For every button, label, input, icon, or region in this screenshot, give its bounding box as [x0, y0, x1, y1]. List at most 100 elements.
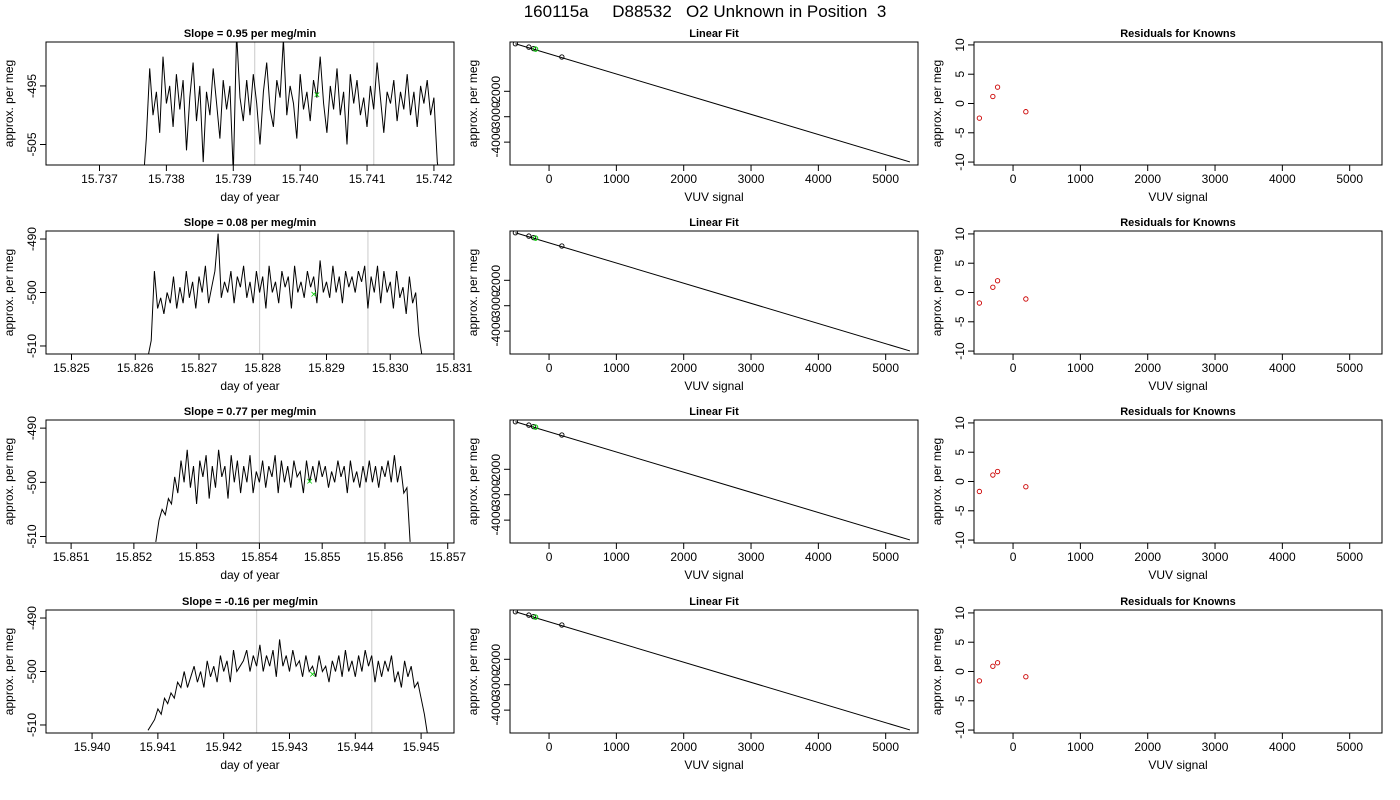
y-tick-label: -4000 [489, 504, 503, 535]
x-tick-label: 1000 [1067, 172, 1094, 186]
y-tick-label: -10 [953, 342, 967, 360]
y-tick-label: 10 [953, 38, 967, 52]
y-axis-label: approx. per meg [2, 60, 16, 147]
x-tick-label: 4000 [805, 172, 832, 186]
plot-frame [509, 41, 919, 166]
known-point [559, 54, 565, 60]
y-tick-label: -4000 [489, 315, 503, 346]
x-tick-label: 15.830 [372, 361, 409, 375]
y-tick-label: -10 [953, 153, 967, 171]
x-tick-label: 15.739 [215, 172, 252, 186]
plot-area: × [143, 42, 439, 165]
plot-area [976, 468, 1029, 495]
y-tick-label: -500 [25, 659, 39, 683]
known-point [512, 231, 519, 236]
unknown-point [532, 46, 539, 52]
x-tick-label: 4000 [805, 550, 832, 564]
y-axis-label: approx. per meg [930, 628, 944, 715]
x-tick-label: 5000 [1336, 361, 1363, 375]
x-axis-label: day of year [220, 379, 279, 393]
residual-point [994, 468, 1001, 475]
panel-title: Residuals for Knowns [1120, 596, 1236, 608]
x-axis-label: VUV signal [1148, 758, 1207, 772]
x-tick-label: 0 [1010, 172, 1017, 186]
y-tick-label: 5 [953, 260, 967, 267]
x-tick-label: 4000 [1269, 740, 1296, 754]
fit-line [515, 43, 911, 163]
residual-point [990, 93, 996, 100]
known-point [526, 612, 532, 618]
x-tick-label: 3000 [1202, 740, 1229, 754]
y-tick-label: -2000 [489, 644, 503, 675]
residuals-panel-2: Residuals for Knowns 0 1000 2000 3000 4000 500… [930, 217, 1383, 393]
x-tick-label: 3000 [738, 740, 765, 754]
series-line [143, 42, 439, 165]
x-tick-label: 15.827 [181, 361, 218, 375]
fit-line [515, 232, 911, 352]
y-tick-label: -3000 [489, 669, 503, 700]
x-tick-label: 2000 [1134, 172, 1161, 186]
x-tick-label: 5000 [1336, 740, 1363, 754]
y-tick-label: 0 [953, 668, 967, 675]
x-tick-label: 15.856 [367, 550, 404, 564]
y-tick-label: -3000 [489, 290, 503, 321]
x-tick-label: 4000 [805, 361, 832, 375]
x-tick-label: 15.741 [349, 172, 386, 186]
y-tick-label: -5 [953, 316, 967, 327]
timeseries-panel-2: Slope = 0.08 per meg/min 15.825 15.826 15.8… [2, 217, 473, 393]
x-tick-label: 2000 [670, 550, 697, 564]
timeseries-panel-4: Slope = -0.16 per meg/min 15.940 15.941 15.… [2, 596, 455, 772]
known-point [526, 233, 532, 239]
x-tick-label: 3000 [738, 172, 765, 186]
panel-title: Linear Fit [689, 596, 739, 608]
linearfit-panel-1: Linear Fit 0 1000 2000 3000 4000 5000 -4000-300… [466, 28, 919, 204]
known-point [526, 422, 532, 428]
y-axis-label: approx. per meg [930, 249, 944, 336]
x-axis-label: day of year [220, 190, 279, 204]
y-tick-label: -3000 [489, 101, 503, 132]
x-tick-label: 15.853 [178, 550, 215, 564]
x-tick-label: 0 [1010, 361, 1017, 375]
y-tick-label: 10 [953, 227, 967, 241]
x-tick-label: 5000 [872, 172, 899, 186]
x-tick-label: 15.829 [308, 361, 345, 375]
x-tick-label: 4000 [1269, 550, 1296, 564]
plot-area [512, 420, 911, 541]
timeseries-panel-1: Slope = 0.95 per meg/min 15.737 15.738 15.7… [2, 28, 455, 204]
x-tick-label: 5000 [1336, 550, 1363, 564]
y-tick-label: -5 [953, 127, 967, 138]
y-tick-label: 5 [953, 639, 967, 646]
y-axis-label: approx. per meg [466, 628, 480, 715]
y-axis-label: approx. per meg [466, 60, 480, 147]
plot-frame [45, 609, 455, 734]
known-point [512, 42, 519, 47]
x-axis-label: day of year [220, 568, 279, 582]
y-tick-label: -2000 [489, 76, 503, 107]
y-tick-label: -490 [25, 606, 39, 630]
fit-line [515, 421, 911, 541]
x-tick-label: 2000 [670, 361, 697, 375]
y-tick-label: -490 [25, 227, 39, 251]
panel-title: Slope = -0.16 per meg/min [182, 596, 318, 608]
x-tick-label: 1000 [1067, 740, 1094, 754]
plot-area [512, 610, 911, 731]
x-tick-label: 5000 [1336, 172, 1363, 186]
plot-area: × [147, 610, 428, 733]
x-tick-label: 2000 [1134, 361, 1161, 375]
panel-title: Residuals for Knowns [1120, 406, 1236, 418]
plot-area: × [155, 420, 411, 543]
y-tick-label: -4000 [489, 126, 503, 157]
known-point [559, 622, 565, 628]
x-tick-label: 0 [546, 172, 553, 186]
x-tick-label: 15.942 [205, 740, 242, 754]
mean-marker: × [306, 477, 314, 487]
residuals-panel-4: Residuals for Knowns 0 1000 2000 3000 4000 500… [930, 596, 1383, 772]
y-tick-label: -10 [953, 531, 967, 549]
y-tick-label: 0 [953, 478, 967, 485]
residual-point [976, 678, 983, 684]
panel-title: Linear Fit [689, 217, 739, 229]
y-tick-label: -4000 [489, 694, 503, 725]
fit-line [515, 611, 911, 731]
x-tick-label: 1000 [603, 361, 630, 375]
